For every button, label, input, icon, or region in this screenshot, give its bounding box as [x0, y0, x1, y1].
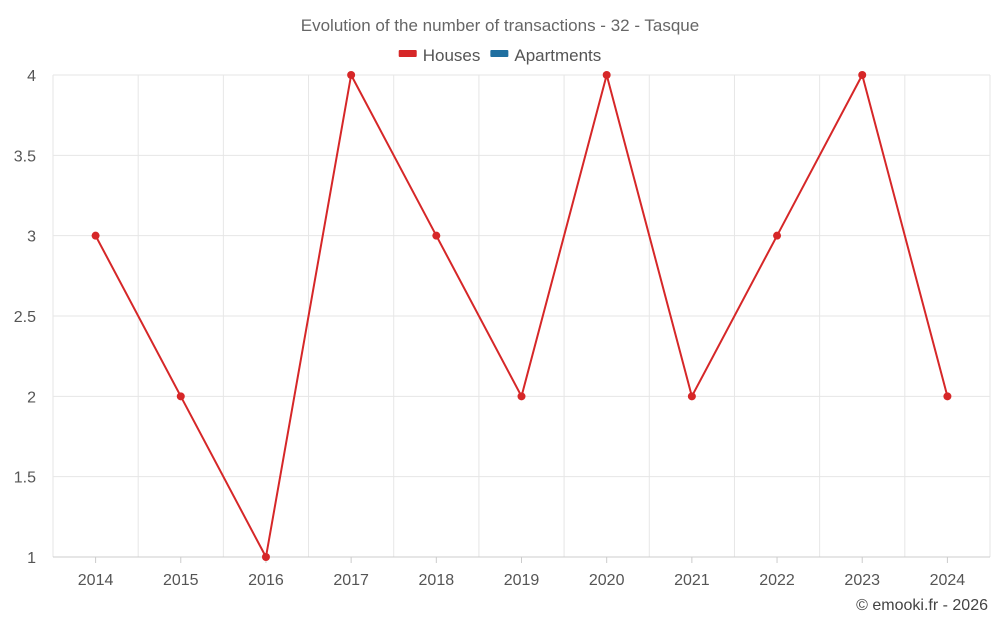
y-tick-label: 1: [27, 550, 36, 567]
data-point[interactable]: [602, 71, 611, 79]
legend-item-apartments[interactable]: Apartments: [490, 46, 601, 65]
legend-label: Apartments: [514, 46, 601, 65]
x-tick-label: 2019: [504, 572, 540, 589]
y-tick-label: 4: [27, 68, 36, 85]
y-tick-label: 3: [27, 229, 36, 246]
x-tick-label: 2023: [844, 572, 880, 589]
y-tick-label: 1.5: [14, 470, 36, 487]
x-tick-label: 2018: [419, 572, 455, 589]
legend-label: Houses: [423, 46, 481, 65]
legend-item-houses[interactable]: Houses: [398, 46, 481, 65]
data-point[interactable]: [91, 231, 100, 240]
x-tick-label: 2015: [163, 572, 199, 589]
data-point[interactable]: [943, 392, 952, 401]
data-point[interactable]: [176, 392, 185, 401]
x-tick-label: 2014: [78, 572, 114, 589]
y-tick-label: 2: [27, 389, 36, 406]
x-tick-label: 2021: [674, 572, 710, 589]
y-tick-label: 3.5: [14, 148, 36, 165]
chart-title: Evolution of the number of transactions …: [301, 16, 699, 35]
data-point[interactable]: [773, 231, 782, 240]
data-point[interactable]: [858, 71, 867, 79]
axes: 1 1.5 2 2.5 3 3.5 4 2014 2015 2016 2017 2018 2019 202…: [14, 68, 990, 589]
grid-lines: [52, 74, 991, 557]
x-tick-label: 2016: [248, 572, 284, 589]
x-tick-label: 2022: [759, 572, 795, 589]
x-tick-label: 2017: [333, 572, 369, 589]
legend: Houses Apartments: [398, 46, 601, 65]
data-point[interactable]: [347, 71, 356, 79]
legend-swatch: [398, 50, 417, 57]
x-tick-label: 2020: [589, 572, 625, 589]
legend-swatch: [490, 50, 509, 57]
x-tick-label: 2024: [930, 572, 966, 589]
data-point[interactable]: [517, 392, 526, 401]
data-point[interactable]: [261, 553, 270, 561]
data-point[interactable]: [687, 392, 696, 401]
series-layer: [91, 71, 952, 561]
data-point[interactable]: [432, 231, 441, 240]
y-tick-label: 2.5: [14, 309, 36, 326]
credit-text: © emooki.fr - 2026: [856, 597, 988, 614]
